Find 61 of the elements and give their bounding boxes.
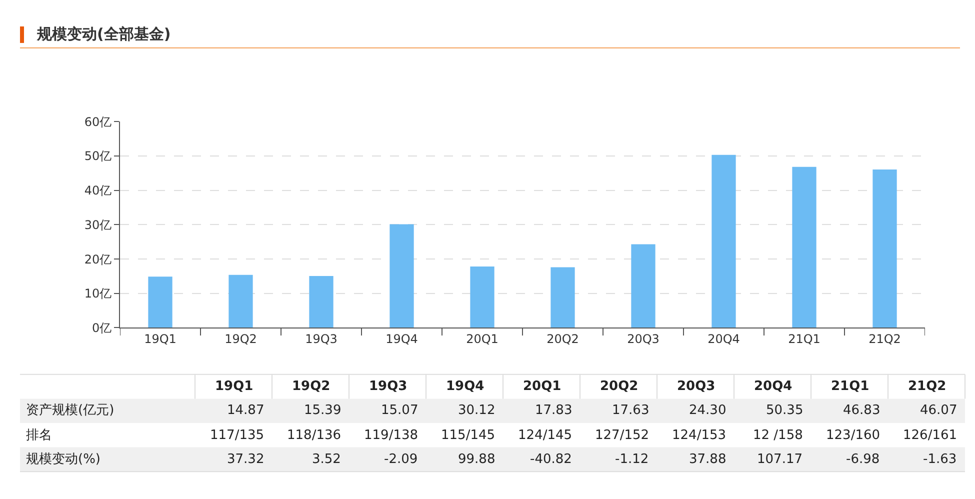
x-tick-label: 19Q1 [144,332,176,346]
category-label: 19Q1 [215,379,254,394]
text: 46.07 [920,403,958,418]
category-label: 21Q2 [908,379,946,394]
y-tick-label: 60亿 [84,114,112,129]
x-tick-label: 21Q2 [868,332,901,346]
text: 99.88 [458,452,496,467]
text: 资产规模(亿元) [26,403,114,418]
text: 15.39 [304,403,342,418]
text: -1.12 [615,452,649,467]
text: 117/135 [210,428,264,443]
x-tick-label: 19Q3 [305,332,338,346]
text: 3.52 [312,452,341,467]
text: 124/153 [672,428,726,443]
y-tick-label: 10亿 [84,286,112,301]
text: 50.35 [766,403,804,418]
text: 17.83 [535,403,572,418]
text: -2.09 [384,452,418,467]
text: 37.32 [227,452,264,467]
text: -6.98 [846,452,880,467]
category-label: 21Q1 [831,379,870,394]
text: 119/138 [364,428,418,443]
text: 37.88 [689,452,726,467]
x-tick-label: 21Q1 [788,332,820,346]
text: 17.63 [612,403,650,418]
y-tick-label: 0亿 [92,320,112,335]
text: 12 /158 [753,428,803,443]
chart-title: 规模变动(全部基金) [36,25,171,43]
category-label: 20Q2 [600,379,638,394]
category-label: 19Q3 [369,379,408,394]
text: 24.30 [689,403,726,418]
category-label: 19Q2 [292,379,330,394]
text: 30.12 [458,403,496,418]
x-tick-label: 20Q2 [546,332,579,346]
category-label: 20Q3 [677,379,716,394]
text: -40.82 [530,452,572,467]
text: 排名 [26,428,52,443]
x-tick-label: 20Q3 [627,332,660,346]
x-tick-label: 19Q4 [386,332,418,346]
y-tick-label: 20亿 [84,252,112,266]
x-tick-label: 20Q4 [708,332,740,346]
text: 127/152 [595,428,650,443]
text: 14.87 [227,403,264,418]
text: 115/145 [441,428,496,443]
text: 15.07 [381,403,418,418]
x-tick-label: 20Q1 [466,332,498,346]
y-tick-label: 40亿 [84,184,112,198]
category-label: 19Q4 [446,379,484,394]
text: 124/145 [518,428,572,443]
x-tick-label: 19Q2 [224,332,257,346]
category-label: 20Q1 [523,379,562,394]
text: 123/160 [826,428,880,443]
text: 规模变动(%) [26,452,100,467]
y-tick-label: 30亿 [84,218,112,232]
text: 118/136 [287,428,342,443]
category-label: 20Q4 [754,379,792,394]
text: -1.63 [923,452,957,467]
y-tick-label: 50亿 [84,149,112,164]
text: 126/161 [903,428,958,443]
text: 107.17 [757,452,802,467]
text: 46.83 [843,403,880,418]
